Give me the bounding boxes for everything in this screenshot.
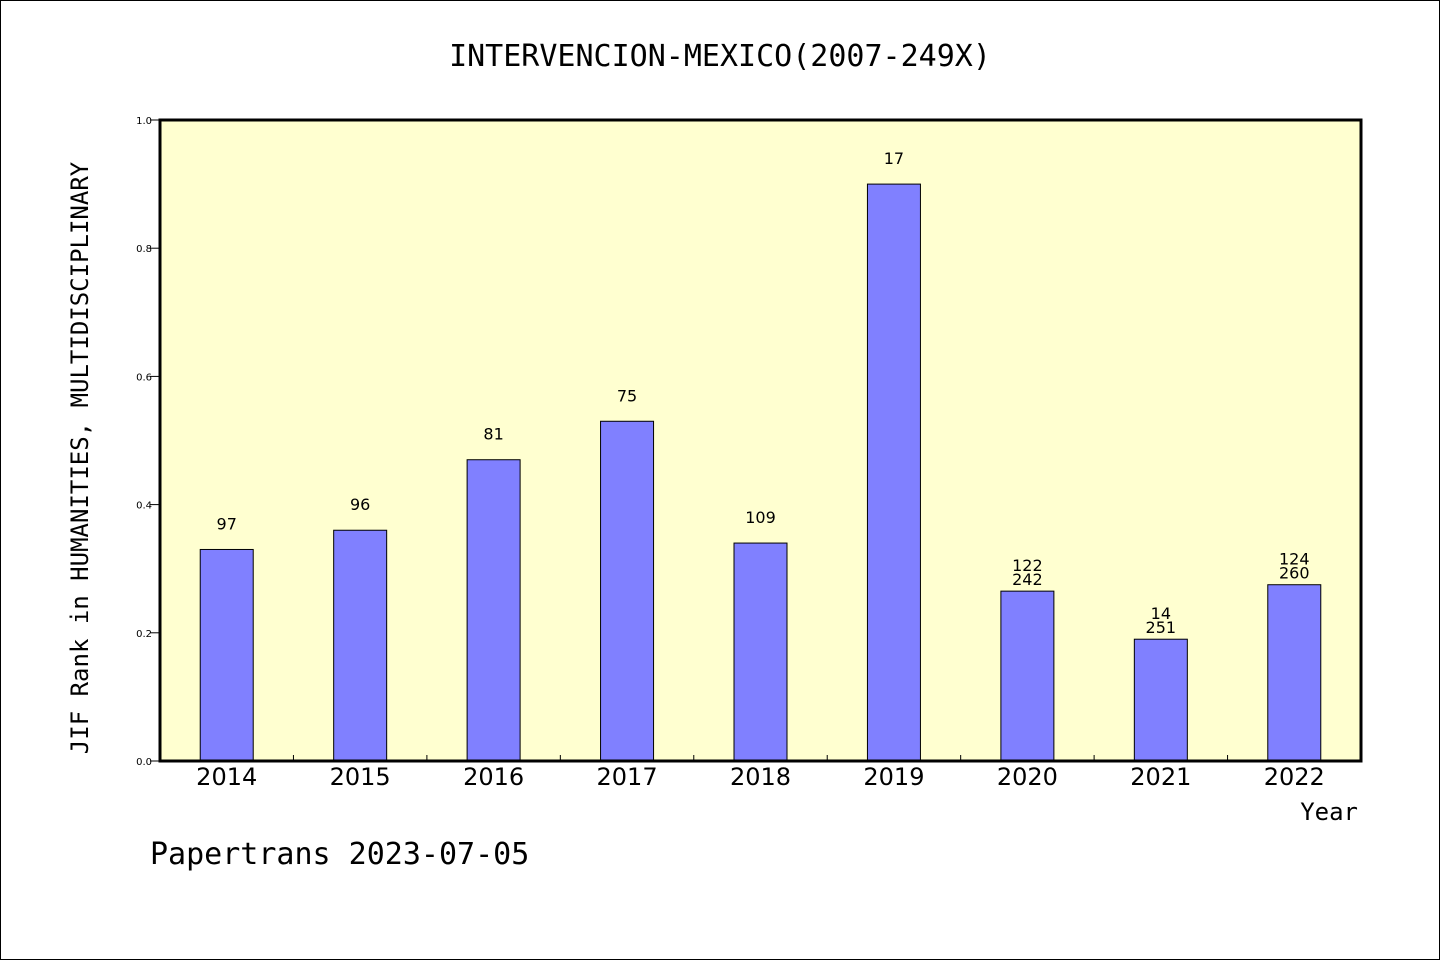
rank-label-2022: 124	[1279, 550, 1310, 569]
bar-2014	[199, 548, 254, 762]
y-tick-label: 0.8	[136, 244, 152, 255]
x-axis-label: Year	[1300, 798, 1358, 826]
plot-border	[158, 118, 1363, 763]
x-tick-label-2021: 2021	[1130, 763, 1191, 791]
bar-2020	[1000, 590, 1055, 762]
y-axis: 0.0 0.2 0.4 0.6 0.8 1.0	[136, 116, 160, 768]
footer-text: Papertrans 2023-07-05	[150, 837, 529, 872]
y-tick-label: 0.4	[136, 501, 152, 512]
bar-2021	[1133, 638, 1188, 762]
bar-2015	[333, 529, 388, 762]
total-label-2022: 260	[1279, 564, 1310, 583]
y-tick-label: 0.6	[136, 372, 152, 383]
y-tick-label: 1.0	[136, 116, 152, 127]
x-tick-label-2014: 2014	[196, 763, 257, 791]
bar-2016	[466, 459, 521, 762]
bar-2022	[1267, 584, 1322, 762]
y-tick-label: 0.2	[136, 629, 152, 640]
rank-label-2019: 17	[884, 149, 904, 168]
y-axis-label: JIF Rank in HUMANITIES, MULTIDISCIPLINAR…	[66, 161, 94, 754]
bar-2018	[733, 542, 788, 762]
bar-2017	[600, 420, 655, 762]
rank-label-2021: 14	[1151, 604, 1171, 623]
y-tick-label: 0.0	[136, 757, 152, 768]
bars-group	[199, 183, 1322, 762]
x-tick-label-2019: 2019	[863, 763, 924, 791]
rank-label-2017: 75	[617, 386, 637, 405]
x-tick-label-2015: 2015	[330, 763, 391, 791]
rank-label-2014: 97	[217, 514, 237, 533]
chart-title: INTERVENCION-MEXICO(2007-249X)	[449, 39, 991, 74]
total-label-2021: 251	[1146, 618, 1177, 637]
total-label-2020: 242	[1012, 570, 1043, 589]
rank-label-2018: 109	[745, 508, 776, 527]
x-tick-label-2022: 2022	[1264, 763, 1325, 791]
rank-label-2016: 81	[483, 425, 503, 444]
x-axis: 2014 2015 2016 2017 2018 2019 2020 2021 2022	[196, 755, 1325, 791]
x-tick-label-2017: 2017	[597, 763, 658, 791]
x-tick-label-2016: 2016	[463, 763, 524, 791]
x-tick-label-2018: 2018	[730, 763, 791, 791]
rank-label-2020: 122	[1012, 556, 1043, 575]
bar-2019	[866, 183, 921, 762]
x-tick-label-2020: 2020	[997, 763, 1058, 791]
rank-label-2015: 96	[350, 495, 370, 514]
